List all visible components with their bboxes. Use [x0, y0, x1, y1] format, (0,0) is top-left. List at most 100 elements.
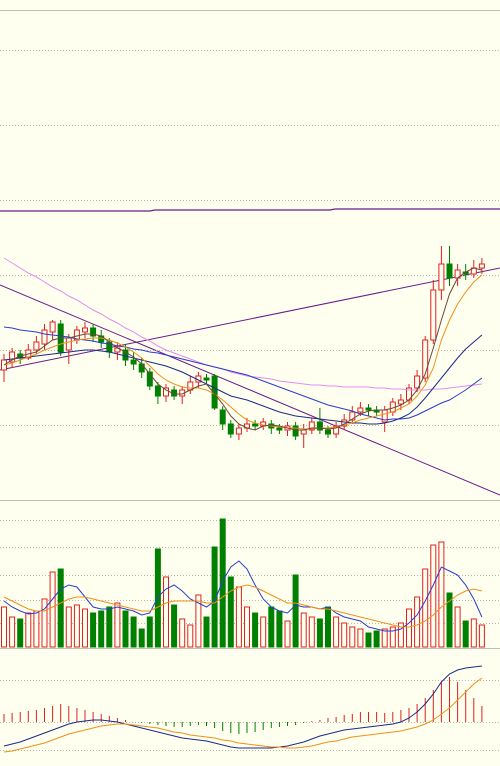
volume-bar	[292, 574, 299, 648]
volume-bar	[308, 616, 315, 648]
candle-body	[49, 321, 56, 333]
volume-bar	[17, 618, 24, 648]
volume-bar	[138, 628, 145, 648]
volume-bar	[414, 596, 421, 648]
volume-bar	[227, 576, 234, 648]
volume-bar	[260, 616, 267, 648]
volume-bar	[235, 586, 242, 648]
volume-bar	[49, 571, 56, 648]
volume-bar	[163, 576, 169, 648]
volume-bar	[90, 612, 97, 648]
candle-body	[203, 377, 210, 381]
volume-bar	[211, 546, 218, 648]
volume-bar	[1, 606, 7, 648]
volume-bar	[203, 616, 210, 648]
volume-bar	[422, 568, 429, 648]
volume-bar	[252, 612, 259, 648]
trend-line	[0, 284, 500, 496]
candle-body	[300, 429, 307, 435]
line-series	[3, 665, 482, 749]
volume-bar	[219, 518, 226, 648]
volume-bar	[406, 608, 412, 648]
volume-bar	[57, 568, 64, 648]
volume-bar	[146, 616, 153, 648]
volume-bar	[341, 622, 348, 648]
line-series	[3, 334, 483, 425]
volume-bar	[446, 592, 453, 648]
volume-bar	[365, 632, 372, 648]
candle-body	[397, 399, 404, 405]
line-series	[3, 267, 483, 431]
volume-bar	[349, 626, 356, 648]
volume-bar	[187, 624, 194, 648]
volume-bar	[73, 604, 80, 648]
candle-body	[349, 411, 356, 421]
volume-bar	[114, 602, 121, 648]
candle-body	[146, 371, 153, 387]
volume-bar	[98, 610, 105, 648]
volume-bar	[470, 618, 477, 648]
volume-bar	[316, 618, 323, 648]
volume-bar	[397, 622, 404, 648]
volume-bar	[333, 616, 340, 648]
candle-body	[325, 429, 331, 435]
candle-body	[163, 387, 169, 397]
candle-body	[211, 375, 218, 409]
candle-body	[252, 423, 259, 427]
candle-body	[308, 421, 315, 431]
volume-bar	[284, 620, 291, 648]
volume-bar	[438, 541, 445, 648]
candle-body	[357, 407, 364, 413]
candle-body	[219, 409, 226, 425]
line-series	[3, 677, 483, 753]
candle-body	[446, 263, 453, 279]
volume-bar	[454, 606, 461, 648]
trend-line	[0, 208, 500, 212]
line-series	[3, 274, 483, 430]
candle-body	[130, 359, 137, 365]
volume-bar	[65, 606, 72, 648]
volume-bar	[276, 610, 283, 648]
candle-body	[478, 263, 485, 269]
candle-body	[292, 425, 299, 437]
volume-bar	[478, 624, 485, 648]
line-series	[3, 326, 483, 421]
volume-bar	[244, 606, 250, 648]
candle-body	[235, 427, 242, 435]
plot-area	[0, 50, 500, 753]
volume-bar	[25, 612, 32, 648]
volume-bar	[373, 630, 380, 648]
volume-bar	[33, 610, 40, 648]
volume-bar	[179, 618, 186, 648]
candle-body	[365, 407, 372, 411]
candle-body	[227, 423, 234, 435]
candle-body	[414, 375, 421, 389]
candle-body	[333, 425, 340, 435]
candle-body	[276, 427, 283, 431]
volume-bar	[389, 626, 396, 648]
candle-body	[422, 339, 429, 379]
candle-body	[138, 363, 145, 373]
volume-bar	[325, 606, 331, 648]
trend-line	[0, 267, 500, 371]
volume-bar	[130, 616, 137, 648]
candle-body	[9, 351, 16, 363]
volume-bar	[357, 628, 364, 648]
candle-body	[33, 341, 40, 351]
line-series	[3, 560, 483, 632]
volume-bar	[268, 606, 275, 648]
volume-bar	[430, 544, 437, 648]
volume-bar	[41, 598, 48, 648]
volume-bar	[195, 594, 202, 648]
candle-body	[41, 329, 48, 345]
candle-body	[316, 421, 323, 431]
candle-body	[82, 327, 88, 333]
line-series	[3, 584, 483, 628]
candle-body	[65, 337, 72, 351]
candle-body	[430, 289, 437, 341]
volume-bar	[300, 612, 307, 648]
volume-bar	[462, 620, 469, 648]
volume-bar	[106, 606, 113, 648]
